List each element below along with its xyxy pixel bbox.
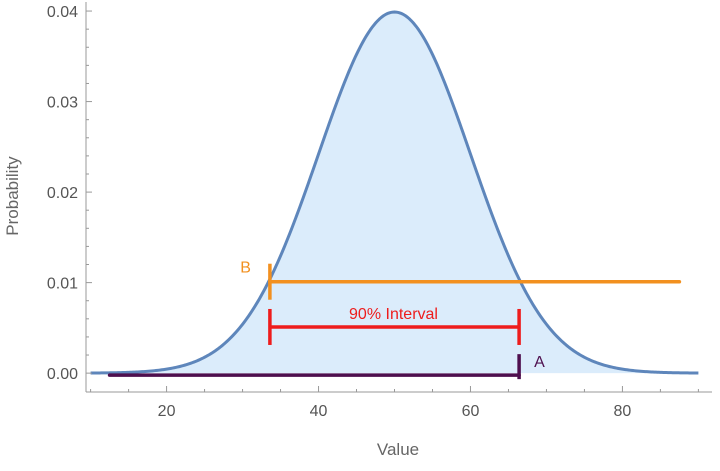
y-tick-label: 0.01 [47,276,78,293]
x-tick-label: 80 [614,403,632,420]
y-tick-label: 0.00 [47,366,78,383]
y-axis-label: Probability [3,156,22,236]
annotations: B 90% Interval A [107,260,682,380]
annotation-a-label: A [534,354,545,371]
interval-label: 90% Interval [349,306,438,323]
y-tick-label: 0.03 [47,95,78,112]
axis-titles: Value Probability [3,156,419,459]
density-fill [90,12,699,374]
density-curve [90,10,699,375]
axes: 0.00 0.01 0.02 0.03 0.04 20 40 60 80 [47,2,712,420]
y-tick-label: 0.02 [47,185,78,202]
annotation-b-label: B [240,260,251,277]
plot-area [90,10,699,375]
x-tick-label: 20 [158,403,176,420]
x-axis-label: Value [377,440,419,459]
y-tick-label: 0.04 [47,4,78,21]
x-tick-label: 60 [462,403,480,420]
x-tick-label: 40 [310,403,328,420]
